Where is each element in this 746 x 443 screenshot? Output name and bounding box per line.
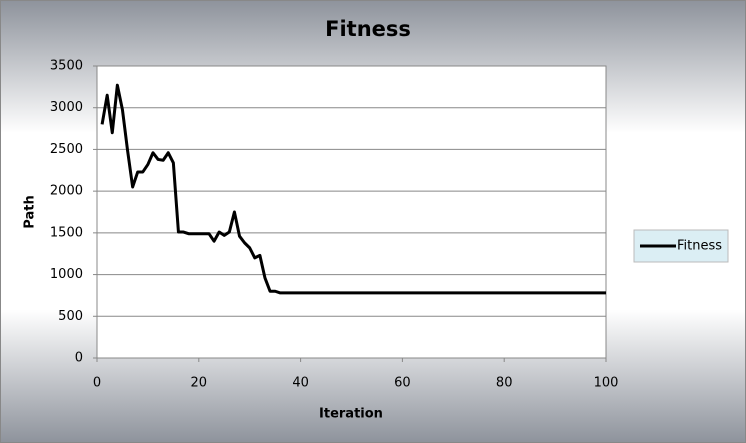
legend-label: Fitness	[677, 239, 722, 254]
y-tick-label: 3000	[50, 100, 83, 115]
plot-area	[96, 65, 607, 359]
y-tick-label: 2500	[50, 142, 83, 157]
y-tick-label: 0	[75, 351, 83, 366]
y-axis-label: Path	[23, 195, 38, 228]
x-tick-label: 80	[496, 376, 513, 391]
x-tick-label: 20	[191, 376, 208, 391]
y-tick-label: 1500	[50, 225, 83, 240]
y-tick-label: 2000	[50, 184, 83, 199]
y-tick-label: 3500	[50, 59, 83, 74]
x-tick-label: 0	[93, 376, 101, 391]
x-tick-label: 100	[594, 376, 619, 391]
chart-title: Fitness	[325, 17, 411, 41]
y-tick-label: 1000	[50, 267, 83, 282]
x-tick-label: 60	[394, 376, 411, 391]
line-series	[100, 83, 606, 295]
x-axis-label: Iteration	[319, 407, 383, 422]
x-tick-label: 40	[292, 376, 309, 391]
y-tick-label: 500	[58, 309, 83, 324]
